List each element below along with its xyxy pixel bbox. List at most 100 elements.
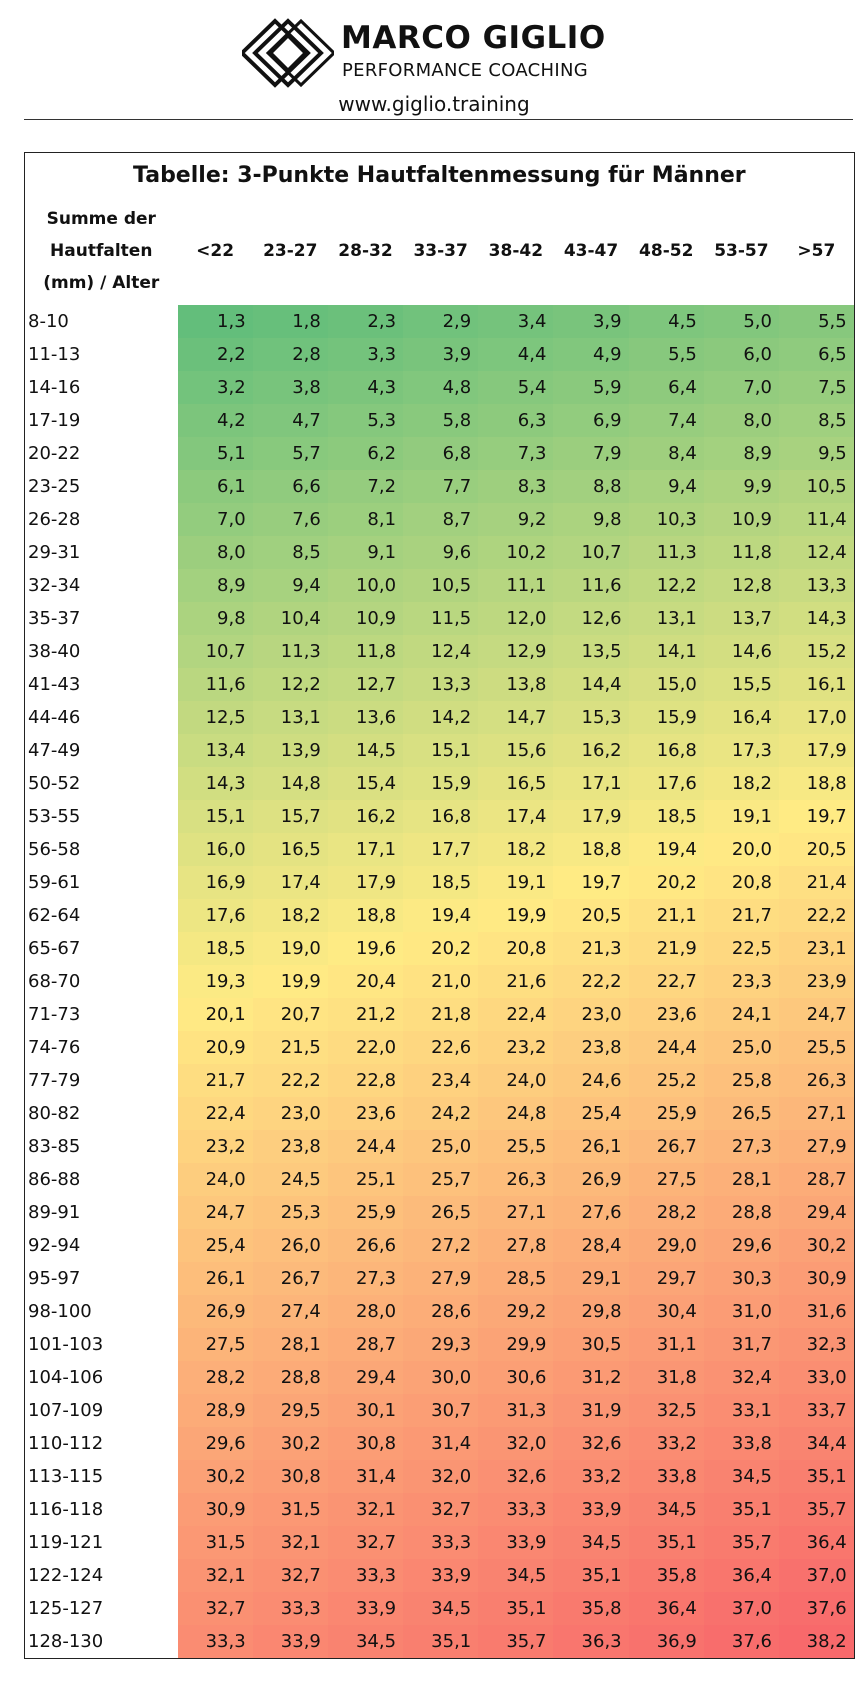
- body-fat-cell: 19,9: [252, 965, 328, 998]
- body-fat-cell: 25,5: [779, 1031, 855, 1064]
- body-fat-cell: 11,3: [628, 536, 704, 569]
- body-fat-cell: 27,2: [403, 1229, 479, 1262]
- body-fat-cell: 12,4: [403, 635, 479, 668]
- body-fat-cell: 17,6: [177, 899, 253, 932]
- body-fat-cell: 31,4: [327, 1460, 404, 1493]
- body-fat-cell: 10,5: [403, 569, 479, 602]
- body-fat-cell: 31,5: [177, 1526, 253, 1559]
- body-fat-cell: 20,2: [403, 932, 479, 965]
- body-fat-cell: 32,5: [628, 1394, 704, 1427]
- body-fat-cell: 29,2: [478, 1295, 554, 1328]
- table-row: 101-103 27,5 28,1 28,7 29,3 29,9 30,5 31,1 31,7 3…: [24, 1328, 855, 1361]
- body-fat-cell: 13,3: [403, 668, 479, 701]
- body-fat-cell: 30,9: [177, 1493, 253, 1526]
- table-row: 68-70 19,3 19,9 20,4 21,0 21,6 22,2 22,7 23,3 23,…: [24, 965, 855, 998]
- body-fat-cell: 6,8: [403, 437, 479, 470]
- body-fat-cell: 30,7: [403, 1394, 479, 1427]
- body-fat-cell: 33,3: [478, 1493, 554, 1526]
- table-row: 35-37 9,8 10,4 10,9 11,5 12,0 12,6 13,1 13,7 14,3: [24, 602, 855, 635]
- table-row: 71-73 20,1 20,7 21,2 21,8 22,4 23,0 23,6 24,1 24,…: [24, 998, 855, 1031]
- body-fat-cell: 21,8: [403, 998, 479, 1031]
- body-fat-cell: 26,9: [553, 1163, 629, 1196]
- table-row: 23-25 6,1 6,6 7,2 7,7 8,3 8,8 9,4 9,9 10,5: [24, 470, 855, 503]
- body-fat-cell: 12,9: [478, 635, 554, 668]
- body-fat-cell: 35,1: [628, 1526, 704, 1559]
- body-fat-cell: 15,1: [177, 800, 253, 833]
- body-fat-cell: 4,8: [403, 371, 479, 404]
- body-fat-cell: 16,0: [177, 833, 253, 866]
- body-fat-cell: 35,1: [478, 1592, 554, 1625]
- body-fat-cell: 21,7: [177, 1064, 253, 1097]
- body-fat-cell: 38,2: [779, 1625, 855, 1659]
- body-fat-cell: 25,0: [403, 1130, 479, 1163]
- body-fat-cell: 37,0: [703, 1592, 779, 1625]
- body-fat-cell: 4,5: [628, 305, 704, 338]
- body-fat-cell: 8,3: [478, 470, 554, 503]
- body-fat-cell: 25,4: [177, 1229, 253, 1262]
- body-fat-cell: 10,3: [628, 503, 704, 536]
- table-row: 77-79 21,7 22,2 22,8 23,4 24,0 24,6 25,2 25,8 26,…: [24, 1064, 855, 1097]
- body-fat-cell: 34,5: [478, 1559, 554, 1592]
- body-fat-cell: 30,6: [478, 1361, 554, 1394]
- body-fat-cell: 28,4: [553, 1229, 629, 1262]
- body-fat-cell: 32,0: [403, 1460, 479, 1493]
- body-fat-cell: 26,0: [252, 1229, 328, 1262]
- corner-line: Hautfalten: [50, 241, 153, 261]
- body-fat-cell: 33,9: [478, 1526, 554, 1559]
- body-fat-cell: 13,1: [252, 701, 328, 734]
- row-label: 125-127: [24, 1592, 178, 1625]
- row-label: 53-55: [24, 800, 178, 833]
- body-fat-cell: 33,3: [252, 1592, 328, 1625]
- body-fat-cell: 33,3: [403, 1526, 479, 1559]
- body-fat-cell: 26,1: [177, 1262, 253, 1295]
- row-label: 32-34: [24, 569, 178, 602]
- table-row: 119-121 31,5 32,1 32,7 33,3 33,9 34,5 35,1 35,7 3…: [24, 1526, 855, 1559]
- body-fat-cell: 15,6: [478, 734, 554, 767]
- body-fat-cell: 7,9: [553, 437, 629, 470]
- body-fat-cell: 26,7: [252, 1262, 328, 1295]
- body-fat-cell: 10,4: [252, 602, 328, 635]
- body-fat-cell: 14,5: [327, 734, 404, 767]
- body-fat-cell: 3,8: [252, 371, 328, 404]
- body-fat-cell: 33,8: [703, 1427, 779, 1460]
- body-fat-cell: 25,1: [327, 1163, 404, 1196]
- body-fat-cell: 30,2: [252, 1427, 328, 1460]
- column-header: 53-57: [714, 241, 769, 261]
- body-fat-cell: 23,8: [553, 1031, 629, 1064]
- body-fat-cell: 25,4: [553, 1097, 629, 1130]
- table-row: 65-67 18,5 19,0 19,6 20,2 20,8 21,3 21,9 22,5 23,…: [24, 932, 855, 965]
- body-fat-cell: 6,1: [177, 470, 253, 503]
- body-fat-cell: 15,2: [779, 635, 855, 668]
- table-row: 95-97 26,1 26,7 27,3 27,9 28,5 29,1 29,7 30,3 30,…: [24, 1262, 855, 1295]
- table-row: 20-22 5,1 5,7 6,2 6,8 7,3 7,9 8,4 8,9 9,5: [24, 437, 855, 470]
- row-label: 56-58: [24, 833, 178, 866]
- body-fat-cell: 32,3: [779, 1328, 855, 1361]
- table-row: 128-130 33,3 33,9 34,5 35,1 35,7 36,3 36,9 37,6 3…: [24, 1625, 855, 1659]
- body-fat-cell: 27,5: [177, 1328, 253, 1361]
- row-label: 29-31: [24, 536, 178, 569]
- body-fat-cell: 24,6: [553, 1064, 629, 1097]
- body-fat-cell: 36,4: [628, 1592, 704, 1625]
- body-fat-cell: 24,4: [628, 1031, 704, 1064]
- table-row: 26-28 7,0 7,6 8,1 8,7 9,2 9,8 10,3 10,9 11,4: [24, 503, 855, 536]
- body-fat-cell: 25,9: [327, 1196, 404, 1229]
- body-fat-cell: 11,1: [478, 569, 554, 602]
- body-fat-cell: 30,2: [779, 1229, 855, 1262]
- body-fat-cell: 26,9: [177, 1295, 253, 1328]
- body-fat-cell: 8,5: [252, 536, 328, 569]
- body-fat-cell: 29,3: [403, 1328, 479, 1361]
- table-row: 50-52 14,3 14,8 15,4 15,9 16,5 17,1 17,6 18,2 18,…: [24, 767, 855, 800]
- body-fat-cell: 7,3: [478, 437, 554, 470]
- body-fat-cell: 19,6: [327, 932, 404, 965]
- body-fat-cell: 22,2: [553, 965, 629, 998]
- row-label: 17-19: [24, 404, 178, 437]
- column-header: 23-27: [263, 241, 318, 261]
- body-fat-cell: 33,7: [779, 1394, 855, 1427]
- body-fat-cell: 24,0: [177, 1163, 253, 1196]
- body-fat-cell: 6,6: [252, 470, 328, 503]
- body-fat-cell: 24,7: [177, 1196, 253, 1229]
- body-fat-cell: 9,5: [779, 437, 855, 470]
- body-fat-cell: 33,9: [553, 1493, 629, 1526]
- row-label: 41-43: [24, 668, 178, 701]
- body-fat-cell: 2,8: [252, 338, 328, 371]
